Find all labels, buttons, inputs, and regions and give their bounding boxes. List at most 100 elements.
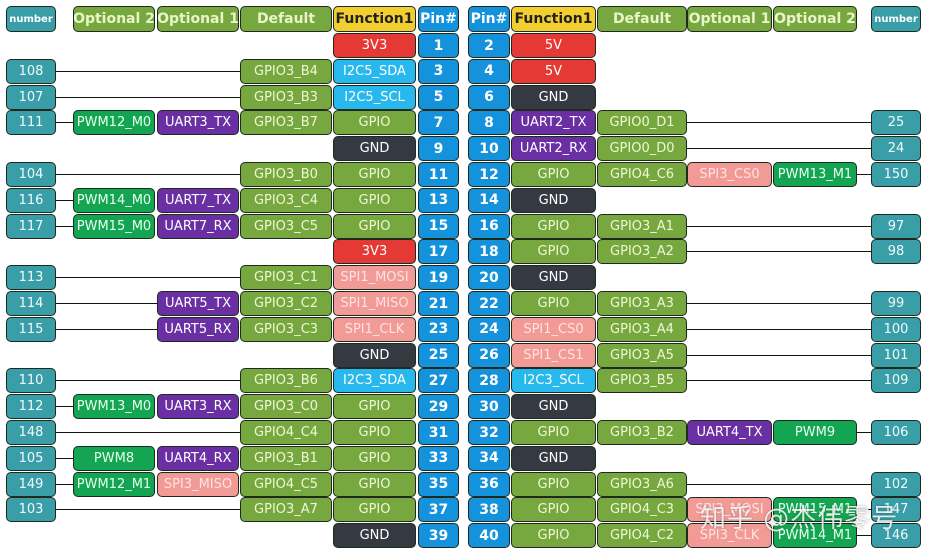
header-left-5: Pin# (418, 6, 459, 32)
connector-line (56, 483, 73, 485)
function-cell: 3V3 (333, 239, 416, 265)
function-cell: GPIO (333, 420, 416, 445)
pin-number: 40 (468, 523, 510, 549)
gpio-number-cell: 111 (6, 110, 56, 136)
optional2-cell: PWM12_M0 (73, 110, 155, 136)
header-right-1: Function1 (511, 6, 596, 32)
gpio-number-cell: 103 (6, 497, 56, 523)
gpio-number-cell: 24 (871, 136, 921, 162)
pin-number: 34 (468, 445, 510, 471)
connector-line (687, 122, 871, 124)
gpio-number-cell: 97 (871, 213, 921, 239)
default-gpio-cell: GPIO4_C4 (240, 420, 332, 445)
function-cell: GPIO (333, 162, 416, 187)
default-gpio-cell: GPIO4_C6 (597, 162, 687, 187)
default-gpio-cell: GPIO3_C1 (240, 265, 332, 291)
watermark: 知乎 @杰伟零号 (700, 504, 899, 534)
gpio-number-cell: 149 (6, 471, 56, 497)
pin-number: 36 (468, 471, 510, 497)
pin-number: 19 (418, 265, 459, 291)
gpio-number-cell: 117 (6, 213, 56, 239)
gpio-number-cell: 150 (871, 162, 921, 187)
optional1-cell: SPI3_CLK (687, 523, 772, 549)
pin-number: 39 (418, 523, 459, 549)
optional2-cell: PWM13_M1 (773, 162, 857, 187)
pin-number: 30 (468, 394, 510, 420)
function-cell: GND (511, 445, 596, 471)
function-cell: GPIO (333, 497, 416, 523)
default-gpio-cell: GPIO3_A3 (597, 291, 687, 316)
default-gpio-cell: GPIO0_D0 (597, 136, 687, 162)
pin-number: 27 (418, 368, 459, 394)
default-gpio-cell: GPIO3_B4 (240, 58, 332, 84)
default-gpio-cell: GPIO3_C2 (240, 291, 332, 316)
header-left-2: Optional 1 (157, 6, 239, 32)
connector-line (56, 225, 73, 227)
pin-number: 38 (468, 497, 510, 523)
function-cell: GND (333, 342, 416, 368)
function-cell: GPIO (511, 420, 596, 445)
pin-number: 23 (418, 316, 459, 342)
gpio-number-cell: 109 (871, 368, 921, 394)
function-cell: 5V (511, 33, 596, 58)
connector-line (56, 380, 240, 382)
pin-number: 1 (418, 33, 459, 58)
optional1-cell: SPI3_MISO (157, 471, 239, 497)
default-gpio-cell: GPIO3_B3 (240, 84, 332, 110)
gpio-number-cell: 107 (6, 84, 56, 110)
optional1-cell: UART4_RX (157, 445, 239, 471)
header-left-3: Default (240, 6, 332, 32)
pin-number: 21 (418, 291, 459, 316)
connector-line (857, 509, 871, 511)
connector-line (687, 303, 871, 304)
pin-number: 26 (468, 342, 510, 368)
gpio-number-cell: 112 (6, 394, 56, 420)
connector-line (56, 96, 240, 98)
gpio-number-cell: 104 (6, 162, 56, 187)
optional1-cell: UART7_RX (157, 213, 239, 239)
function-cell: SPI1_CS0 (511, 316, 596, 342)
pin-number: 28 (468, 368, 510, 394)
connector-line (56, 328, 157, 330)
function-cell: GPIO (511, 471, 596, 497)
pin-number: 25 (418, 342, 459, 368)
function-cell: GPIO (333, 187, 416, 213)
function-cell: GND (333, 136, 416, 162)
default-gpio-cell: GPIO0_D1 (597, 110, 687, 136)
pin-number: 29 (418, 394, 459, 420)
default-gpio-cell: GPIO3_C4 (240, 187, 332, 213)
optional1-cell: UART3_TX (157, 110, 239, 136)
connector-line (56, 432, 240, 433)
gpio-number-cell: 99 (871, 291, 921, 316)
pin-number: 22 (468, 291, 510, 316)
function-cell: I2C3_SCL (511, 368, 596, 394)
pin-number: 9 (418, 136, 459, 162)
connector-line (56, 199, 73, 201)
pin-number: 13 (418, 187, 459, 213)
function-cell: I2C5_SCL (333, 84, 416, 110)
pin-number: 16 (468, 213, 510, 239)
default-gpio-cell: GPIO3_C5 (240, 213, 332, 239)
pin-number: 32 (468, 420, 510, 445)
optional1-cell: SPI3_CS0 (687, 162, 772, 187)
pin-number: 18 (468, 239, 510, 265)
connector-line (687, 354, 871, 356)
pin-number: 6 (468, 84, 510, 110)
default-gpio-cell: GPIO3_A5 (597, 342, 687, 368)
default-gpio-cell: GPIO3_C3 (240, 316, 332, 342)
optional1-cell: UART5_TX (157, 291, 239, 316)
pin-number: 7 (418, 110, 459, 136)
function-cell: UART2_RX (511, 136, 596, 162)
gpio-number-cell: 106 (871, 420, 921, 445)
optional2-cell: PWM14_M1 (773, 523, 857, 549)
function-cell: GND (511, 187, 596, 213)
gpio-number-cell: 101 (871, 342, 921, 368)
function-cell: GND (511, 84, 596, 110)
optional2-cell: PWM15_M0 (73, 213, 155, 239)
pin-number: 15 (418, 213, 459, 239)
optional2-cell: PWM14_M0 (73, 187, 155, 213)
gpio-number-cell: 148 (6, 420, 56, 445)
pin-number: 2 (468, 33, 510, 58)
connector-line (56, 122, 73, 124)
default-gpio-cell: GPIO4_C5 (240, 471, 332, 497)
